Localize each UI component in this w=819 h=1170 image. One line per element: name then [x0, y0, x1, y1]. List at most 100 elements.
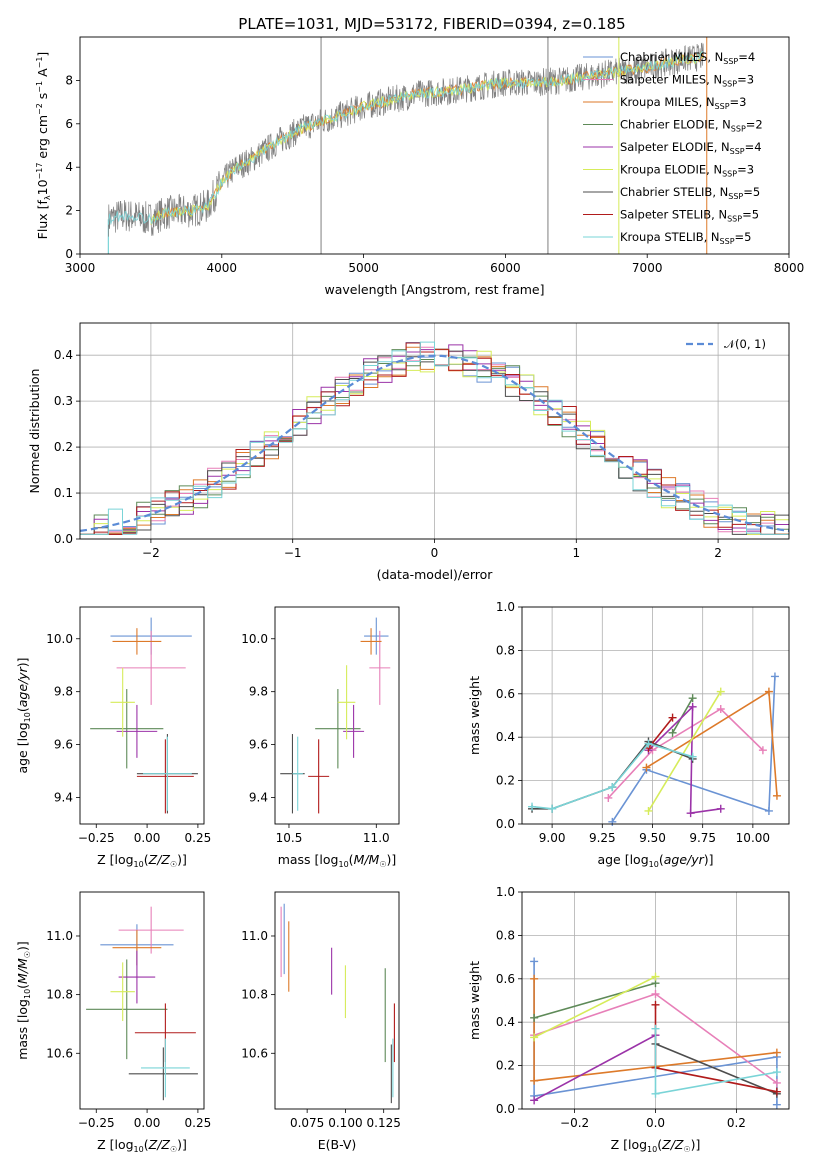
y-tick-label: 9.4	[249, 791, 268, 805]
series-3	[668, 694, 697, 737]
data-point	[688, 702, 697, 711]
data-point	[651, 989, 660, 998]
histograms	[80, 341, 789, 535]
errorbar-5	[110, 667, 135, 737]
data-point	[772, 1100, 781, 1109]
data-point	[644, 806, 653, 815]
x-tick-label: 0.125	[367, 1116, 401, 1130]
data-point	[688, 694, 697, 703]
x-axis-label: mass [log10(M/M☉)]	[278, 852, 397, 869]
x-tick-label: 0.2	[727, 1116, 746, 1130]
series-line	[647, 704, 721, 815]
y-tick-label: 9.6	[54, 738, 73, 752]
y-tick-label: 8	[65, 73, 73, 87]
ticks: −0.2 0.0 0.2 0.0 0.2 0.4 0.6 0.8 1.0	[496, 885, 746, 1130]
legend-label: 𝒩(0, 1)	[724, 337, 766, 351]
x-tick-label: 10.5	[276, 831, 303, 845]
errorbar-3	[86, 959, 168, 1060]
x-tick-label: −0.25	[78, 831, 115, 845]
series-line	[671, 697, 694, 734]
data-point	[770, 672, 779, 681]
normal-curve	[80, 354, 789, 532]
x-tick-label: 9.75	[689, 831, 716, 845]
series-line	[647, 717, 674, 749]
axes-spectrum: 3000 4000 5000 6000 7000 8000 0 2 4 6 8 wavelength …	[35, 36, 804, 297]
axes-frame	[521, 606, 790, 825]
x-axis-label: wavelength [Angstrom, rest frame]	[324, 282, 544, 297]
y-tick-label: 1.0	[496, 885, 515, 899]
data-point	[668, 713, 677, 722]
series-line	[533, 982, 656, 1019]
x-tick-label: −1	[284, 546, 302, 560]
ticks: −0.25 0.00 0.25 9.4 9.6 9.8 10.0	[46, 632, 211, 845]
x-tick-label: 6000	[490, 261, 521, 275]
errorbars	[280, 903, 395, 1104]
x-axis-label: E(B-V)	[318, 1137, 357, 1152]
x-axis-label: age [log10(age/yr)]	[597, 852, 713, 869]
series-5	[530, 972, 660, 1042]
data-point	[758, 746, 767, 755]
errorbar-5	[110, 962, 135, 1022]
axes-residuals: −2 −1 0 1 2 0.0 0.1 0.2 0.3 0.4 𝒩(0, 1) (data-model…	[27, 322, 790, 582]
ticks: −0.25 0.00 0.25 10.6 10.8 11.0	[46, 929, 211, 1130]
errorbar-8	[140, 1038, 190, 1098]
y-axis-label: mass weight	[467, 961, 482, 1040]
axes-mass_vs_EBV: 0.075 0.100 0.125 10.6 10.8 11.0 E(B-V)	[241, 891, 401, 1152]
legend-label: Salpeter STELIB, NSSP=5	[620, 208, 759, 224]
x-tick-label: 7000	[632, 261, 663, 275]
series-line	[533, 1034, 656, 1102]
legend-label: Chabrier ELODIE, NSSP=2	[620, 118, 763, 134]
y-tick-label: 11.0	[46, 929, 73, 943]
y-tick-label: 10.6	[241, 1046, 268, 1060]
x-tick-label: 4000	[207, 261, 238, 275]
data-point	[530, 1096, 539, 1105]
axes-frame	[79, 891, 205, 1110]
errorbar-6	[128, 1047, 198, 1101]
x-tick-label: 0.00	[134, 1116, 161, 1130]
data-point	[772, 1087, 781, 1096]
y-tick-label: 10.8	[241, 988, 268, 1002]
data-point	[716, 804, 725, 813]
series-3	[530, 979, 660, 1022]
data-point	[764, 806, 773, 815]
legend-label: Chabrier STELIB, NSSP=5	[620, 185, 760, 201]
series	[530, 957, 781, 1109]
series-8	[528, 739, 697, 813]
errorbar-0	[364, 617, 389, 655]
series-2	[642, 687, 781, 800]
axes-frame	[274, 891, 400, 1110]
x-axis-label: (data-model)/error	[377, 567, 494, 582]
series-line	[654, 1004, 778, 1093]
data-point	[604, 793, 613, 802]
plots: 3000 4000 5000 6000 7000 8000 0 2 4 6 8 wavelength …	[15, 36, 804, 1154]
y-tick-label: 0.3	[54, 394, 73, 408]
data-point	[608, 783, 617, 792]
y-tick-label: 10.8	[46, 988, 73, 1002]
y-tick-label: 10.6	[46, 1046, 73, 1060]
errorbar-7	[136, 739, 194, 814]
y-tick-label: 0.1	[54, 486, 73, 500]
y-tick-label: 1.0	[496, 600, 515, 614]
legend-label: Kroupa STELIB, NSSP=5	[620, 230, 751, 246]
x-tick-label: −0.2	[560, 1116, 589, 1130]
data-point	[668, 728, 677, 737]
x-axis-label: Z [log10(Z/Z☉)]	[611, 1137, 701, 1154]
data-point	[530, 1033, 539, 1042]
legend: Chabrier MILES, NSSP=4 Salpeter MILES, NS…	[583, 50, 763, 246]
data-point	[530, 1013, 539, 1022]
ticks: 10.5 11.0 9.4 9.6 9.8 10.0	[241, 632, 389, 845]
y-tick-label: 4	[65, 160, 73, 174]
series-1	[604, 704, 767, 802]
data-point	[530, 1076, 539, 1085]
data-point	[764, 687, 773, 696]
errorbars	[280, 617, 391, 814]
model-spectrum	[150, 50, 704, 225]
series-4	[644, 702, 725, 818]
errorbar-4	[118, 950, 156, 1004]
x-tick-label: 9.00	[539, 831, 566, 845]
y-tick-label: 9.8	[54, 685, 73, 699]
series-2	[530, 974, 781, 1085]
axes-mass_vs_Z: −0.25 0.00 0.25 10.6 10.8 11.0 Z [log10(Z/Z☉)]…	[15, 891, 211, 1154]
series-line	[611, 676, 776, 823]
